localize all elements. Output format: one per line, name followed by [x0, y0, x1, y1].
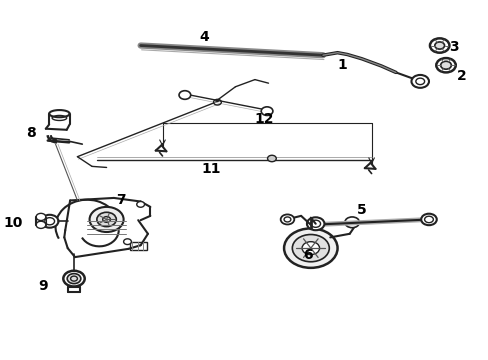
Circle shape: [440, 61, 450, 69]
Circle shape: [97, 212, 116, 226]
Circle shape: [306, 217, 324, 230]
Text: 7: 7: [116, 193, 126, 207]
Circle shape: [434, 42, 444, 49]
Text: 4: 4: [199, 30, 208, 44]
Text: 12: 12: [254, 112, 274, 126]
Text: 9: 9: [39, 279, 48, 293]
Text: 1: 1: [337, 58, 346, 72]
Circle shape: [67, 274, 81, 284]
Circle shape: [292, 234, 328, 262]
Circle shape: [36, 221, 46, 228]
Circle shape: [302, 242, 319, 255]
Circle shape: [284, 228, 337, 268]
Text: 6: 6: [303, 248, 312, 262]
Text: 2: 2: [456, 69, 466, 83]
Circle shape: [410, 75, 428, 88]
Circle shape: [344, 217, 359, 228]
Circle shape: [137, 202, 144, 207]
Circle shape: [420, 214, 436, 225]
Circle shape: [36, 213, 46, 221]
FancyBboxPatch shape: [130, 242, 147, 250]
Circle shape: [63, 271, 84, 287]
Circle shape: [123, 239, 131, 244]
Circle shape: [261, 107, 272, 116]
Text: 10: 10: [3, 216, 22, 230]
Circle shape: [179, 91, 190, 99]
Text: 3: 3: [448, 40, 458, 54]
Circle shape: [89, 207, 123, 232]
Text: 8: 8: [26, 126, 36, 140]
Circle shape: [280, 215, 294, 225]
Circle shape: [41, 215, 59, 228]
Text: 11: 11: [201, 162, 221, 176]
Circle shape: [267, 155, 276, 162]
Text: 5: 5: [356, 203, 366, 217]
